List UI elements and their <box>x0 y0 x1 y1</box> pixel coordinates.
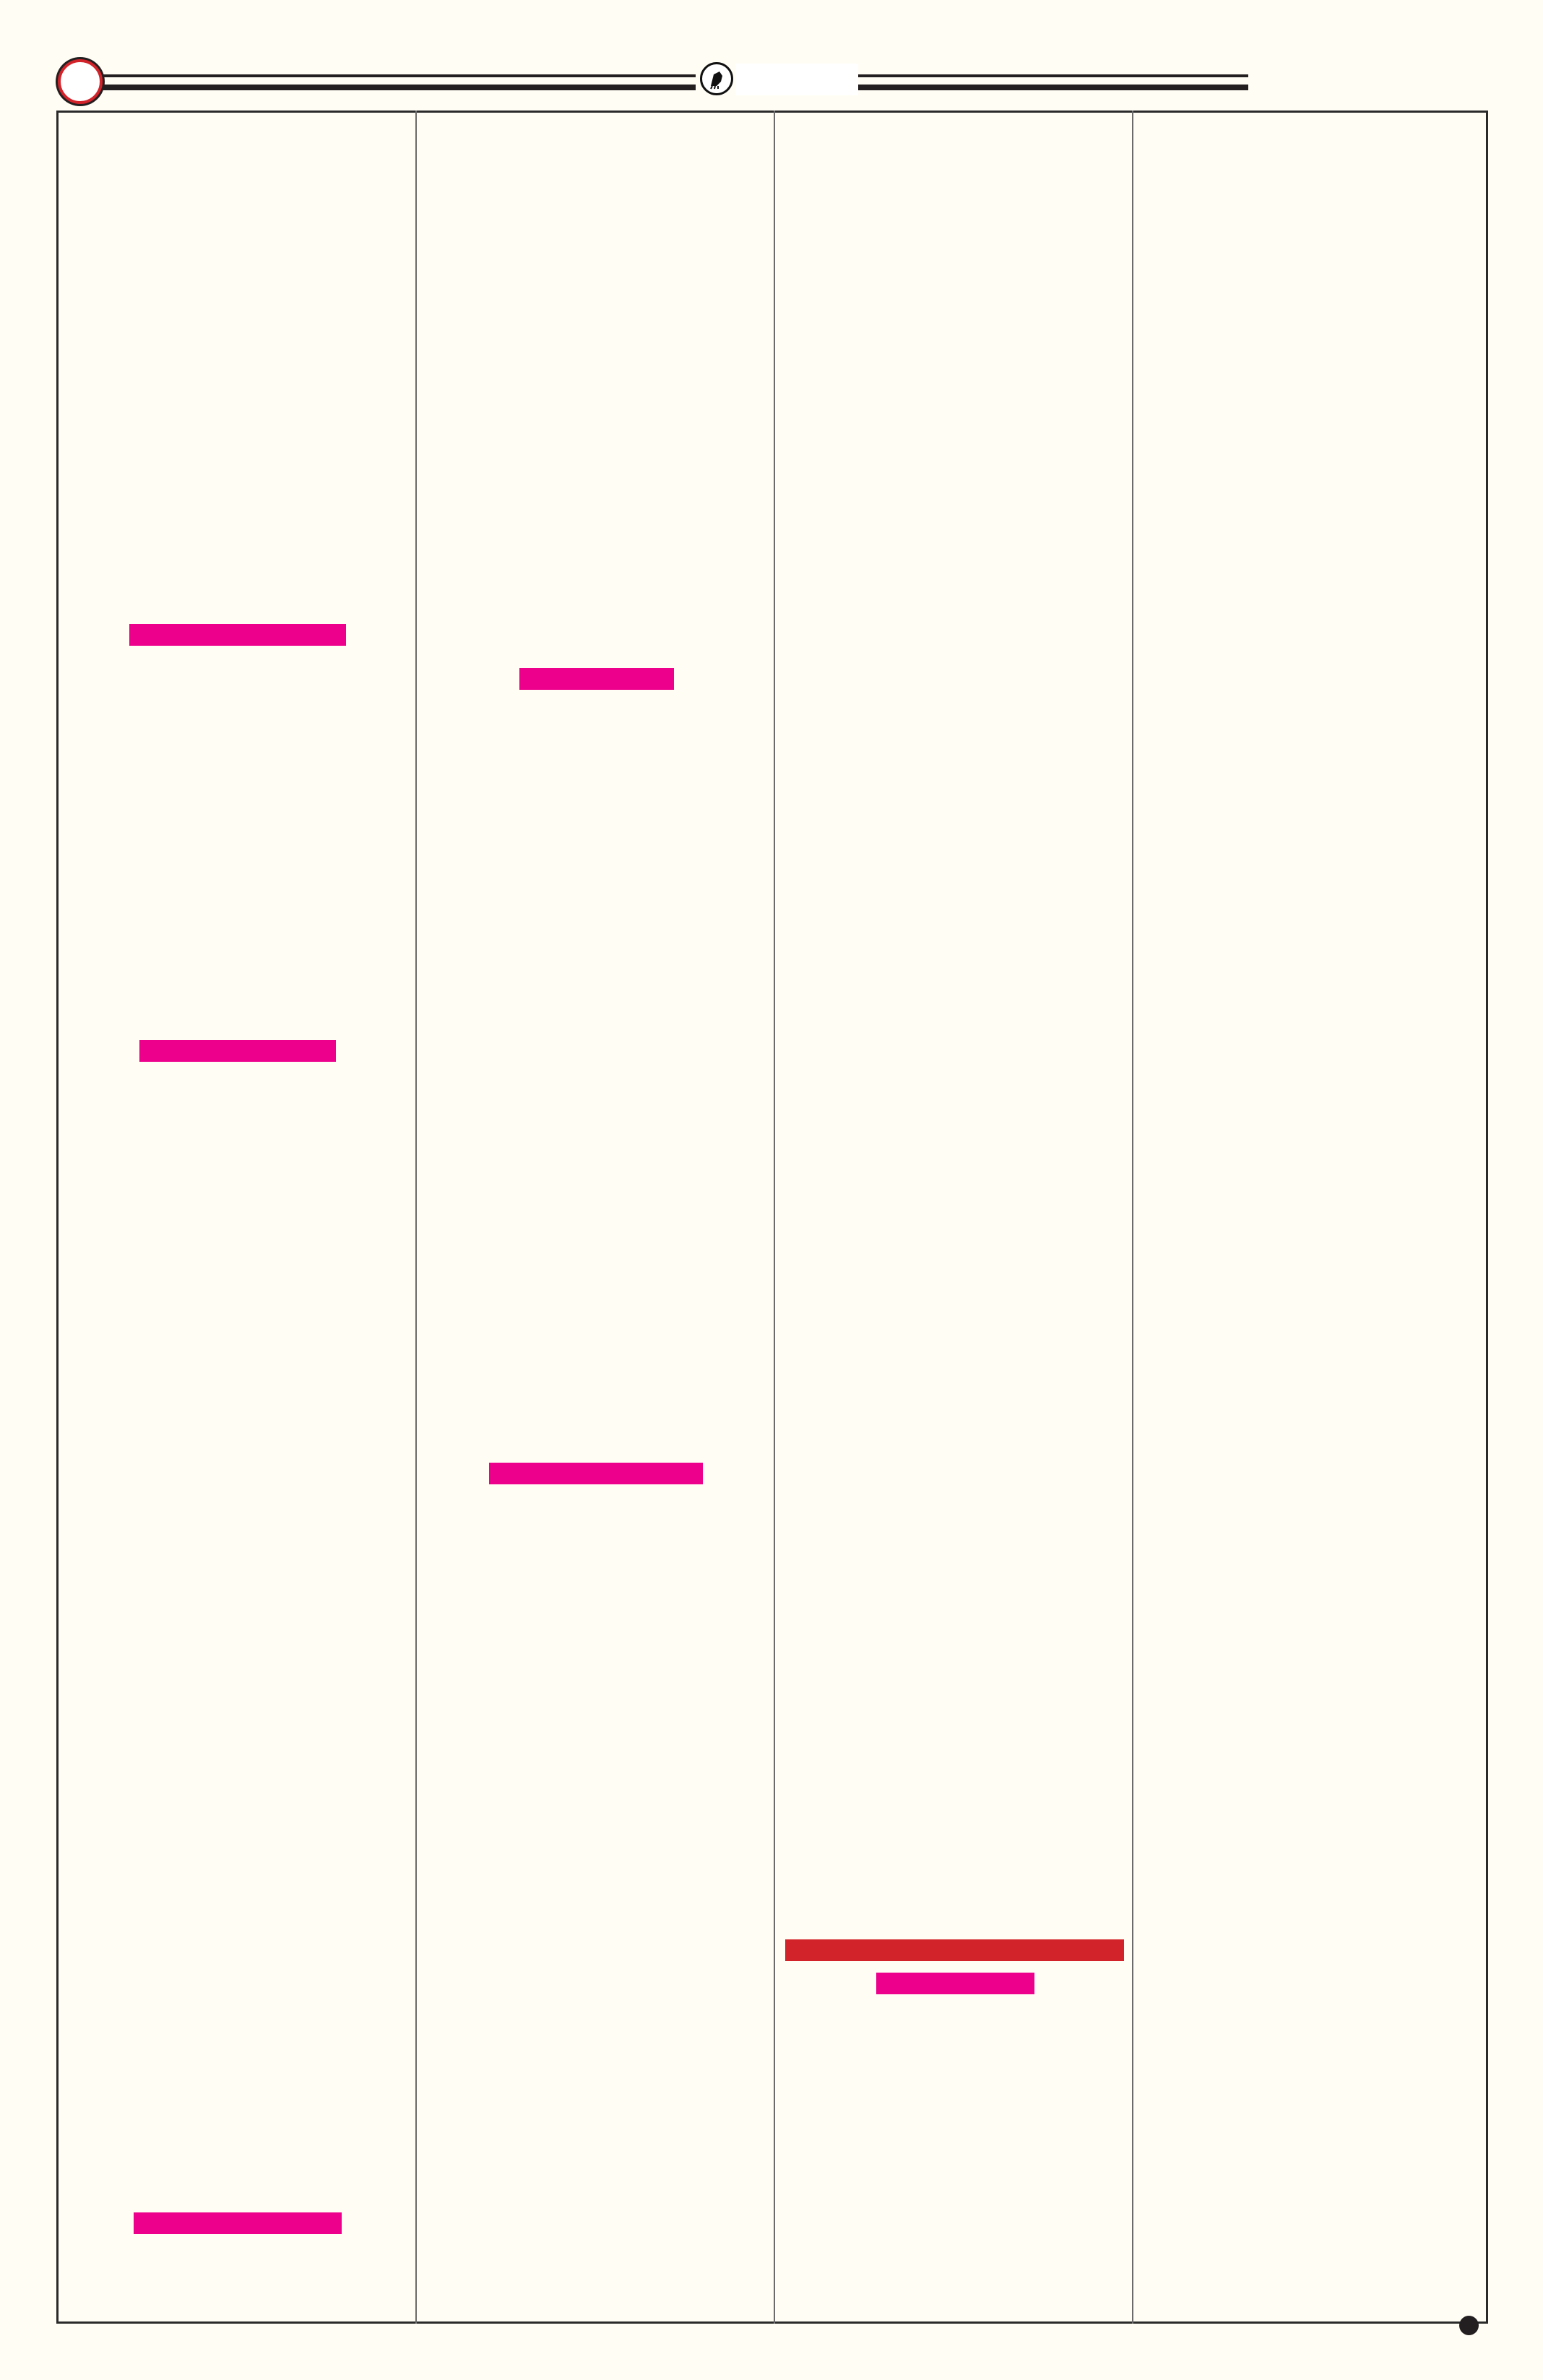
header-rule-right <box>858 74 1248 90</box>
column-3-heading-bar <box>876 1973 1034 1994</box>
column-2-heading-bar <box>489 1463 703 1484</box>
column-divider <box>774 111 775 2324</box>
column-2-heading-bar <box>519 668 674 690</box>
column-3-title-bar <box>785 1939 1124 1961</box>
page-frame <box>56 111 1488 2324</box>
page-header <box>0 0 1543 108</box>
header-rule-left <box>103 74 696 90</box>
filled-circle-icon <box>1459 2316 1479 2335</box>
column-1-heading-bar <box>139 1040 336 1062</box>
column-divider <box>415 111 417 2324</box>
red-ring-icon <box>58 59 103 104</box>
emblem-medallion-icon <box>700 62 733 95</box>
column-1-heading-bar <box>134 2212 342 2234</box>
header-title-box <box>735 64 858 95</box>
column-divider <box>1132 111 1133 2324</box>
column-1-heading-bar <box>129 624 346 646</box>
